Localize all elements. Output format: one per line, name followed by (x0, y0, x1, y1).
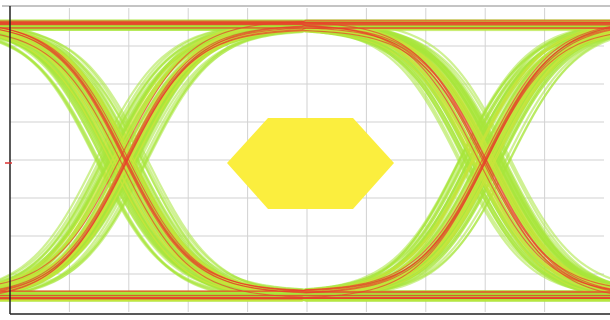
eye-mask-diamond (227, 118, 394, 209)
signal-trace (0, 35, 610, 301)
plot-frame (2, 5, 610, 315)
signal-trace (0, 30, 610, 297)
signal-trace (0, 27, 610, 294)
signal-trace (0, 20, 610, 284)
signal-trace (0, 26, 610, 292)
signal-traces (0, 19, 610, 302)
signal-trace (0, 19, 610, 285)
signal-trace (0, 26, 610, 292)
